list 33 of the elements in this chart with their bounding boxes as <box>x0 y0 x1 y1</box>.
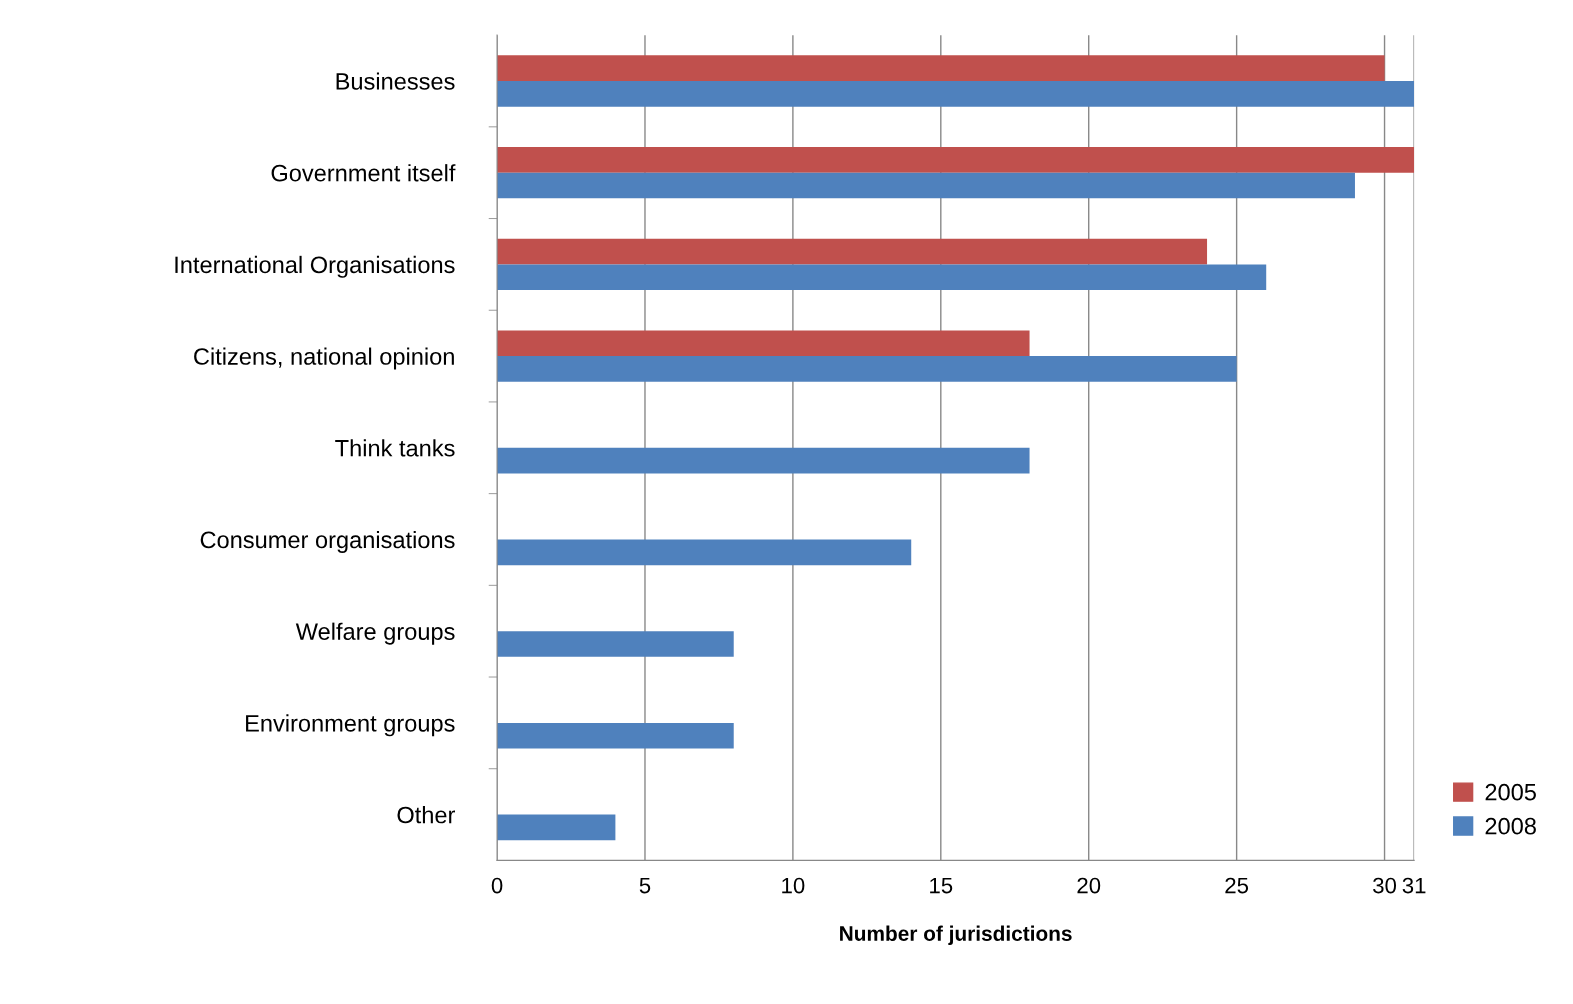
bar <box>497 722 734 749</box>
legend-label: 2005 <box>1485 783 1536 801</box>
bar <box>497 238 1208 265</box>
bar <box>497 631 734 657</box>
bar <box>497 172 1355 199</box>
y-tick-label: Citizens, national opinion <box>194 347 454 370</box>
y-tick-label: Businesses <box>336 72 455 90</box>
bar <box>497 539 912 566</box>
bar <box>497 330 1030 357</box>
x-tick-label: 31 <box>1402 877 1426 894</box>
y-tick-label: Think tanks <box>335 439 455 457</box>
x-tick-label: 0 <box>491 877 503 894</box>
y-tick-label: Consumer organisations <box>200 530 455 553</box>
bar <box>497 55 1385 81</box>
bar <box>497 147 1415 173</box>
x-tick-label: 10 <box>782 877 805 894</box>
bar <box>497 356 1237 382</box>
legend-label: 2008 <box>1485 817 1536 835</box>
x-tick-label: 15 <box>930 877 953 894</box>
bar <box>497 264 1267 291</box>
x-tick-label: 5 <box>639 877 651 894</box>
x-axis-title: Number of jurisdictions <box>840 925 1072 946</box>
y-tick-label: Welfare groups <box>295 622 455 645</box>
x-tick-label: 20 <box>1077 877 1101 894</box>
x-tick-label: 30 <box>1373 877 1397 894</box>
y-tick-label: Environment groups <box>246 714 455 737</box>
y-tick-label: International Organisations <box>175 255 455 278</box>
bar <box>497 80 1415 107</box>
bar <box>497 447 1030 474</box>
y-tick-label: Government itself <box>271 164 456 182</box>
x-tick-label: 25 <box>1225 877 1249 894</box>
y-tick-label: Other <box>397 806 456 824</box>
bar <box>497 814 616 841</box>
